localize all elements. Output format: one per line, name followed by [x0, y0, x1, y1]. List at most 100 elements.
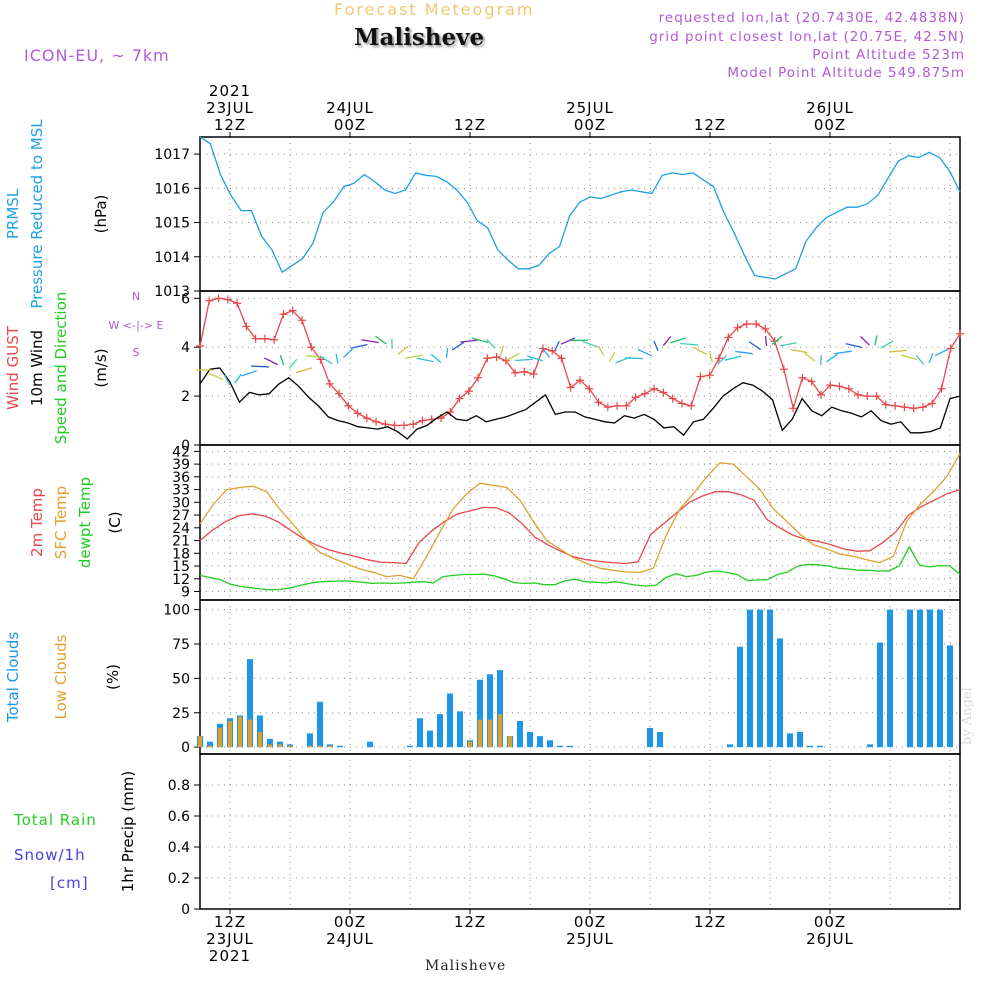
- gust-marker: [909, 404, 918, 413]
- gust-marker: [594, 398, 603, 407]
- bar-total-cloud: [447, 693, 453, 748]
- gust-marker: [761, 324, 770, 333]
- bar-low-cloud: [228, 721, 232, 748]
- gust-marker: [362, 414, 371, 423]
- bar-total-cloud: [787, 733, 793, 748]
- bar-low-cloud: [198, 736, 202, 748]
- time-label-top: 00Z: [334, 116, 366, 134]
- y-tick-label: 15: [172, 559, 190, 575]
- bar-total-cloud: [267, 738, 273, 748]
- y-tick-label: 1015: [154, 216, 190, 232]
- bar-total-cloud: [407, 745, 413, 748]
- y-tick-label: 0.2: [168, 871, 190, 887]
- y-tick-label: 100: [163, 603, 190, 619]
- bar-low-cloud: [328, 745, 332, 748]
- wind-direction-arrow: [515, 358, 533, 362]
- gust-marker: [353, 409, 362, 418]
- gust-marker: [677, 399, 686, 408]
- gust-marker: [835, 382, 844, 391]
- gust-marker: [576, 376, 584, 385]
- y-tick-label: 6: [181, 291, 190, 307]
- bar-low-cloud: [468, 741, 472, 748]
- y-tick-label: 4: [181, 340, 190, 356]
- bar-total-cloud: [777, 638, 783, 748]
- gust-marker: [622, 401, 631, 410]
- series-line-0: [199, 488, 961, 565]
- wind-direction-arrow: [724, 355, 742, 361]
- compass-we: W <-|-> E: [109, 319, 164, 332]
- panel-title-1: 10m Wind: [28, 330, 46, 406]
- gust-marker: [696, 372, 705, 381]
- panel-frame: [199, 753, 961, 910]
- y-axis-label: (%): [104, 664, 122, 690]
- bar-total-cloud: [817, 745, 823, 748]
- wind-direction-arrow: [527, 355, 543, 362]
- time-label-bottom: 25JUL: [566, 930, 614, 948]
- gust-marker: [900, 403, 909, 412]
- y-tick-label: 42: [172, 444, 190, 460]
- wind-direction-arrow: [662, 336, 672, 346]
- gust-marker: [937, 384, 946, 393]
- gust-marker: [816, 390, 825, 399]
- time-label-top: 12Z: [694, 116, 726, 134]
- y-tick-label: 1013: [154, 284, 190, 300]
- gust-marker: [956, 329, 964, 338]
- wind-direction-arrow: [790, 348, 808, 354]
- wind-direction-arrow: [335, 353, 339, 364]
- bar-total-cloud: [317, 701, 323, 748]
- bar-total-cloud: [247, 659, 253, 748]
- bar-total-cloud: [427, 730, 433, 748]
- wind-direction-arrow: [208, 372, 224, 381]
- wind-direction-arrow: [653, 340, 659, 351]
- series-line-1: [199, 453, 961, 580]
- bar-low-cloud: [288, 745, 292, 748]
- gust-marker: [705, 371, 714, 380]
- bar-total-cloud: [487, 674, 493, 748]
- y-tick-label: 27: [172, 508, 190, 524]
- wind-direction-arrow: [430, 353, 442, 364]
- bar-total-cloud: [877, 642, 883, 748]
- bar-total-cloud: [367, 741, 373, 748]
- wind-direction-arrow: [915, 355, 925, 365]
- panel-title-2: Speed and Direction: [52, 292, 70, 445]
- wind-direction-arrow: [486, 339, 496, 349]
- y-tick-label: 75: [172, 637, 190, 653]
- gust-marker: [214, 294, 223, 303]
- gust-marker: [770, 337, 779, 346]
- series-line-1: [199, 367, 961, 440]
- bar-total-cloud: [757, 609, 763, 748]
- bar-low-cloud: [218, 727, 222, 748]
- gust-marker: [779, 365, 788, 374]
- wind-direction-arrow: [582, 340, 598, 348]
- gust-marker: [223, 295, 232, 304]
- y-tick-label: 21: [172, 534, 190, 550]
- gust-marker: [631, 393, 640, 402]
- bar-low-cloud: [248, 719, 252, 748]
- panel-precip: 0 0.2 0.4 0.6 0.8 1hr Precip (mm) Total Rain Sn…: [13, 753, 961, 918]
- y-tick-label: 33: [172, 483, 190, 499]
- time-label-bottom: 00Z: [814, 913, 846, 931]
- gust-marker: [557, 354, 566, 363]
- bar-total-cloud: [567, 745, 573, 748]
- gust-marker: [789, 404, 798, 413]
- wind-direction-arrow: [460, 339, 478, 343]
- time-label-top: 25JUL: [566, 99, 614, 117]
- bar-total-cloud: [257, 715, 263, 748]
- wind-direction-arrow: [375, 335, 387, 345]
- wind-direction-arrow: [264, 357, 278, 366]
- y-tick-label: 0: [181, 740, 190, 756]
- bar-total-cloud: [797, 732, 803, 748]
- bar-total-cloud: [557, 745, 563, 748]
- wind-direction-arrow: [764, 335, 768, 346]
- time-label-top: 24JUL: [326, 99, 374, 117]
- gust-marker: [335, 389, 344, 398]
- wind-direction-arrow: [608, 351, 616, 363]
- bar-total-cloud: [477, 679, 483, 748]
- time-label-top: 23JUL: [206, 99, 254, 117]
- gust-marker: [483, 354, 492, 363]
- gust-marker: [409, 420, 418, 429]
- panel-title-2: dewpt Temp: [76, 477, 94, 568]
- gust-marker: [279, 310, 288, 319]
- wind-direction-arrow: [350, 343, 368, 349]
